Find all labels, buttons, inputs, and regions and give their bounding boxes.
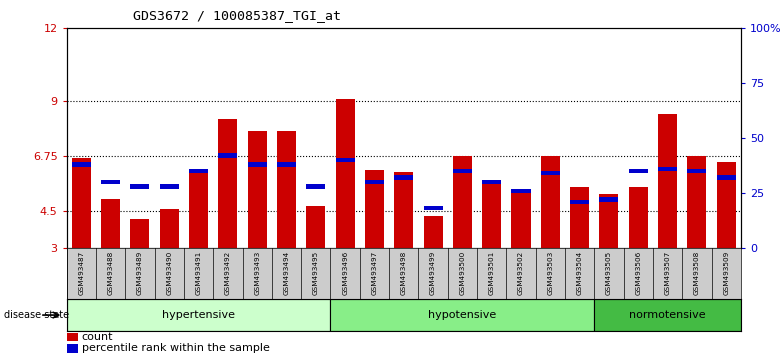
Bar bbox=[248, 131, 267, 248]
Bar bbox=[248, 162, 267, 167]
Text: GSM493495: GSM493495 bbox=[313, 250, 319, 295]
Text: GSM493507: GSM493507 bbox=[665, 250, 670, 295]
Bar bbox=[331, 299, 594, 331]
Bar bbox=[130, 218, 150, 248]
Text: disease state: disease state bbox=[4, 310, 69, 320]
Text: GSM493498: GSM493498 bbox=[401, 250, 407, 295]
Bar bbox=[423, 216, 443, 248]
Bar bbox=[307, 184, 325, 189]
Text: GSM493497: GSM493497 bbox=[372, 250, 377, 295]
Text: GSM493487: GSM493487 bbox=[78, 250, 85, 295]
Bar bbox=[570, 200, 590, 204]
Bar bbox=[629, 169, 648, 173]
Text: GSM493492: GSM493492 bbox=[225, 250, 230, 295]
Bar bbox=[541, 156, 560, 248]
Bar bbox=[453, 156, 472, 248]
Bar bbox=[365, 180, 384, 184]
Text: percentile rank within the sample: percentile rank within the sample bbox=[82, 343, 270, 354]
Bar bbox=[130, 184, 150, 189]
Bar bbox=[394, 172, 413, 248]
Bar bbox=[218, 119, 238, 248]
Text: GSM493503: GSM493503 bbox=[547, 250, 554, 295]
Bar bbox=[717, 162, 735, 248]
Text: GSM493506: GSM493506 bbox=[635, 250, 641, 295]
Bar bbox=[189, 169, 208, 173]
Bar bbox=[101, 180, 120, 184]
Bar bbox=[594, 299, 741, 331]
Text: GSM493494: GSM493494 bbox=[284, 250, 289, 295]
Bar bbox=[67, 344, 78, 353]
Bar bbox=[688, 169, 706, 173]
Bar bbox=[629, 187, 648, 248]
Text: normotensive: normotensive bbox=[630, 310, 706, 320]
Bar bbox=[277, 131, 296, 248]
Bar bbox=[511, 189, 531, 193]
Text: GSM493509: GSM493509 bbox=[723, 250, 729, 295]
Text: hypotensive: hypotensive bbox=[428, 310, 496, 320]
Text: GSM493489: GSM493489 bbox=[137, 250, 143, 295]
Text: hypertensive: hypertensive bbox=[162, 310, 235, 320]
Text: GDS3672 / 100085387_TGI_at: GDS3672 / 100085387_TGI_at bbox=[133, 9, 341, 22]
Bar bbox=[482, 184, 501, 248]
Text: GSM493493: GSM493493 bbox=[254, 250, 260, 295]
Bar bbox=[72, 162, 91, 167]
Bar bbox=[658, 114, 677, 248]
Text: GSM493496: GSM493496 bbox=[342, 250, 348, 295]
Text: count: count bbox=[82, 332, 114, 342]
Bar bbox=[160, 184, 179, 189]
Bar bbox=[189, 170, 208, 248]
Bar bbox=[600, 194, 619, 248]
Bar bbox=[67, 333, 78, 341]
Bar bbox=[307, 206, 325, 248]
Bar bbox=[101, 199, 120, 248]
Text: GSM493490: GSM493490 bbox=[166, 250, 172, 295]
Bar bbox=[482, 180, 501, 184]
Text: GSM493504: GSM493504 bbox=[577, 250, 583, 295]
Bar bbox=[218, 153, 238, 158]
Text: GSM493499: GSM493499 bbox=[430, 250, 436, 295]
Bar bbox=[336, 158, 354, 162]
Bar bbox=[67, 299, 331, 331]
Bar bbox=[717, 175, 735, 180]
Bar bbox=[511, 189, 531, 248]
Bar bbox=[394, 175, 413, 180]
Bar bbox=[688, 156, 706, 248]
Text: GSM493491: GSM493491 bbox=[195, 250, 201, 295]
Bar bbox=[160, 209, 179, 248]
Bar bbox=[277, 162, 296, 167]
Text: GSM493500: GSM493500 bbox=[459, 250, 466, 295]
Text: GSM493501: GSM493501 bbox=[488, 250, 495, 295]
Bar bbox=[600, 197, 619, 202]
Text: GSM493508: GSM493508 bbox=[694, 250, 700, 295]
Text: GSM493488: GSM493488 bbox=[107, 250, 114, 295]
Bar bbox=[570, 187, 590, 248]
Bar bbox=[541, 171, 560, 175]
Bar bbox=[336, 99, 354, 248]
Bar bbox=[658, 167, 677, 171]
Bar bbox=[453, 169, 472, 173]
Bar bbox=[72, 158, 91, 248]
Bar bbox=[365, 170, 384, 248]
Bar bbox=[423, 206, 443, 211]
Text: GSM493505: GSM493505 bbox=[606, 250, 612, 295]
Text: GSM493502: GSM493502 bbox=[518, 250, 524, 295]
